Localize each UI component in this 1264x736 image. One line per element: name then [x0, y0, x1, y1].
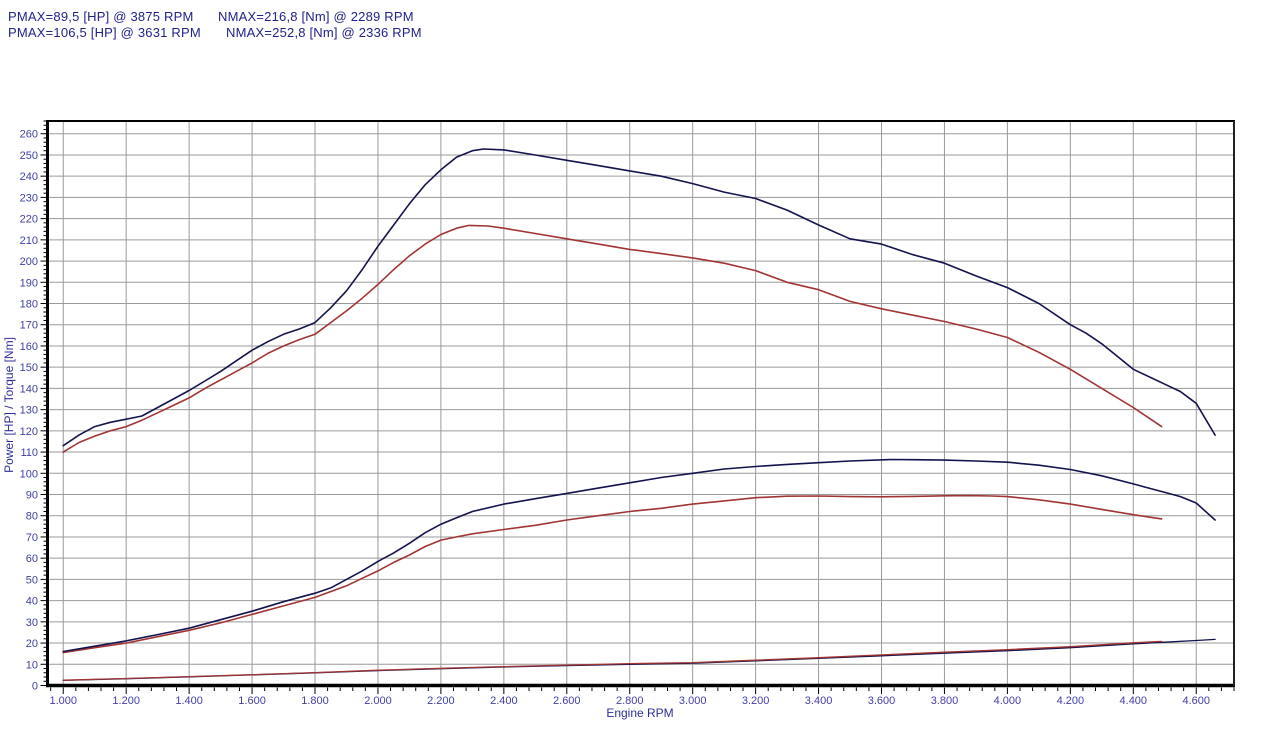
- y-tick-label: 40: [26, 596, 38, 608]
- curve-layer: [62, 148, 1216, 682]
- y-tick-label: 140: [20, 383, 38, 395]
- pmax-value-2: PMAX=106,5 [HP] @ 3631 RPM: [8, 25, 201, 40]
- y-tick-label: 160: [20, 341, 38, 353]
- y-tick-label: 0: [32, 681, 38, 693]
- x-tick-label: 4.200: [1057, 695, 1085, 707]
- y-tick-label: 190: [20, 277, 38, 289]
- y-tick-label: 150: [20, 362, 38, 374]
- peak-values-line-2: PMAX=106,5 [HP] @ 3631 RPM NMAX=252,8 [N…: [8, 25, 422, 41]
- peak-values-line-1: PMAX=89,5 [HP] @ 3875 RPM NMAX=216,8 [Nm…: [8, 9, 422, 25]
- x-tick-label: 1.600: [238, 695, 266, 707]
- curve-torque-red: [62, 224, 1163, 453]
- y-axis-title: Power [HP] / Torque [Nm]: [2, 337, 16, 473]
- y-tick-label: 70: [26, 532, 38, 544]
- x-tick-label: 2.400: [490, 695, 518, 707]
- y-tick-label: 90: [26, 490, 38, 502]
- y-tick-label: 120: [20, 426, 38, 438]
- x-tick-label: 4.000: [994, 695, 1022, 707]
- x-axis-title: Engine RPM: [606, 706, 673, 720]
- x-tick-label: 3.200: [742, 695, 770, 707]
- x-tick-label: 1.000: [49, 695, 77, 707]
- y-tick-label: 180: [20, 299, 38, 311]
- x-tick-label: 2.000: [364, 695, 392, 707]
- y-tick-label: 230: [20, 192, 38, 204]
- peak-values-header: PMAX=89,5 [HP] @ 3875 RPM NMAX=216,8 [Nm…: [8, 9, 422, 41]
- y-tick-label: 250: [20, 150, 38, 162]
- y-tick-label: 50: [26, 574, 38, 586]
- y-tick-label: 20: [26, 638, 38, 650]
- x-tick-label: 4.600: [1182, 695, 1210, 707]
- x-tick-label: 3.400: [805, 695, 833, 707]
- x-tick-label: 3.600: [868, 695, 896, 707]
- y-tick-label: 260: [20, 129, 38, 141]
- x-tick-label: 1.200: [112, 695, 140, 707]
- x-tick-label: 3.000: [679, 695, 707, 707]
- curve-torque-navy: [62, 148, 1216, 447]
- grid-layer: [47, 121, 1234, 686]
- curve-aux-line-red: [62, 640, 1163, 681]
- y-tick-label: 80: [26, 511, 38, 523]
- pmax-value-1: PMAX=89,5 [HP] @ 3875 RPM: [8, 9, 194, 24]
- x-tick-label: 1.800: [301, 695, 329, 707]
- curve-aux-line-navy: [62, 638, 1216, 682]
- x-tick-label: 2.200: [427, 695, 455, 707]
- y-tick-label: 100: [20, 468, 38, 480]
- x-tick-label: 3.800: [931, 695, 959, 707]
- y-tick-label: 30: [26, 617, 38, 629]
- y-tick-label: 240: [20, 171, 38, 183]
- x-tick-label: 1.400: [175, 695, 203, 707]
- y-tick-label: 110: [20, 447, 38, 459]
- nmax-value-1: NMAX=216,8 [Nm] @ 2289 RPM: [218, 9, 414, 24]
- y-tick-label: 170: [20, 320, 38, 332]
- nmax-value-2: NMAX=252,8 [Nm] @ 2336 RPM: [226, 25, 422, 40]
- axis-layer: 0 10 20 30 40 50 60 70 80 90 100 110 120 130 140 150 160…: [20, 120, 1235, 707]
- y-tick-label: 60: [26, 553, 38, 565]
- x-tick-label: 2.600: [553, 695, 581, 707]
- x-tick-label: 2.800: [616, 695, 644, 707]
- y-tick-label: 10: [26, 659, 38, 671]
- y-tick-label: 130: [20, 405, 38, 417]
- curve-power-navy: [62, 458, 1216, 653]
- y-tick-label: 210: [20, 235, 38, 247]
- y-tick-label: 220: [20, 214, 38, 226]
- x-tick-label: 4.400: [1120, 695, 1148, 707]
- curve-power-red: [62, 494, 1163, 654]
- y-tick-label: 200: [20, 256, 38, 268]
